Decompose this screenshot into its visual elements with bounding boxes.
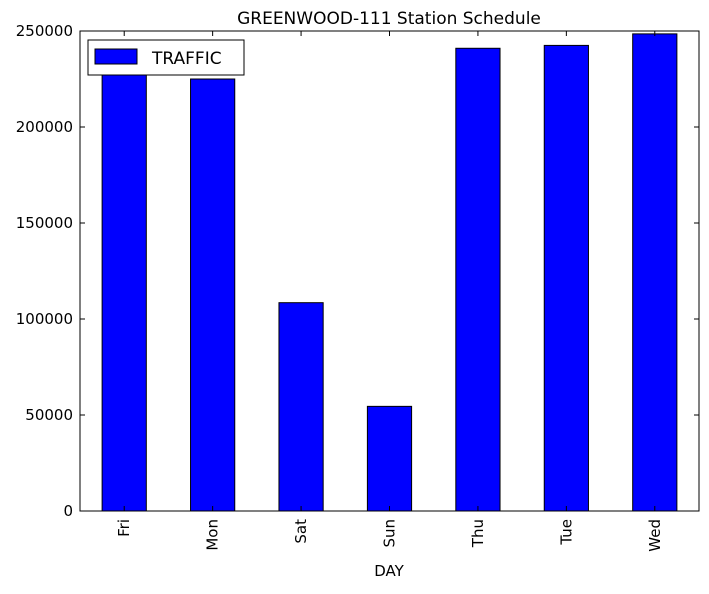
y-tick-label: 0 xyxy=(63,502,73,520)
legend-swatch xyxy=(94,48,138,65)
x-tick-label: Tue xyxy=(557,519,575,546)
y-tick-label: 250000 xyxy=(16,22,73,40)
bar-sat xyxy=(278,302,324,512)
y-tick-label: 200000 xyxy=(16,118,73,136)
ticks-layer: Fri Mon Sat Sun Thu Tue Wed 0 50000 100000 150000 2… xyxy=(16,22,699,552)
bars-layer xyxy=(101,33,678,512)
legend-label-traffic: TRAFFIC xyxy=(151,49,222,69)
x-tick-label: Mon xyxy=(204,519,222,551)
y-tick-label: 50000 xyxy=(25,406,73,424)
bar-thu xyxy=(455,47,501,512)
x-tick-label: Sat xyxy=(292,519,310,544)
legend: TRAFFIC xyxy=(87,39,245,76)
y-tick-label: 150000 xyxy=(16,214,73,232)
bar-wed xyxy=(632,33,678,512)
x-axis-label: DAY xyxy=(374,562,404,580)
x-tick-label: Wed xyxy=(646,519,664,552)
x-tick-label: Sun xyxy=(381,519,399,548)
bar-fri xyxy=(101,65,147,512)
bar-tue xyxy=(543,44,589,512)
bar-sun xyxy=(366,405,413,512)
chart-title: GREENWOOD-111 Station Schedule xyxy=(237,9,541,29)
plot-frame xyxy=(79,30,700,512)
bar-mon xyxy=(190,78,236,512)
y-tick-label: 100000 xyxy=(16,310,73,328)
x-tick-label: Thu xyxy=(469,519,487,548)
x-tick-label: Fri xyxy=(115,519,133,537)
